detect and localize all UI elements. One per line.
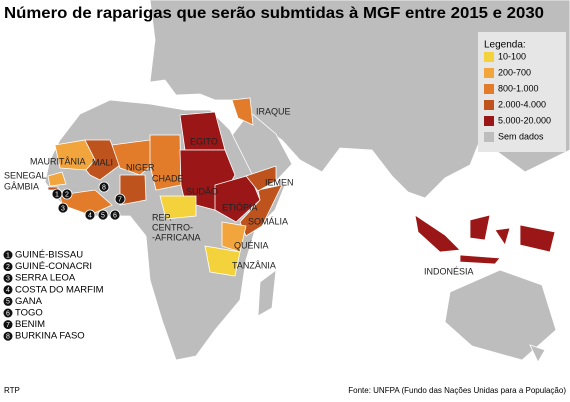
legend-label: 5.000-20.000 — [498, 115, 551, 125]
list-number: 3 — [6, 276, 10, 283]
list-name: GANA — [15, 296, 43, 307]
country-label: SENEGAL — [4, 170, 47, 180]
country-label: MAURITÂNIA — [30, 156, 86, 166]
list-number: 7 — [6, 322, 10, 329]
country-shape — [214, 174, 261, 223]
marker-number: 4 — [88, 212, 92, 219]
country-label: IEMEN — [265, 177, 294, 187]
legend-swatch — [484, 100, 494, 110]
country-shape — [84, 139, 121, 181]
list-number: 8 — [6, 334, 10, 341]
marker — [109, 209, 121, 221]
country-shape — [519, 224, 556, 253]
country-shape — [494, 227, 511, 246]
legend: 10-100 200-700 800-1.000 2.000-4.000 5.000-2… — [484, 51, 551, 142]
marker — [57, 202, 69, 214]
list-bullet — [3, 273, 13, 283]
list-bullet — [3, 296, 13, 306]
country-label: SUDÃO — [186, 186, 218, 196]
marker-number: 5 — [101, 212, 105, 219]
marker-number: 8 — [102, 184, 106, 191]
country-label: -AFRICANA — [152, 232, 201, 242]
list-number: 6 — [6, 310, 10, 317]
country-label: SOMÁLIA — [248, 216, 288, 226]
legend-swatch — [484, 132, 494, 142]
legend-label: 800-1.000 — [498, 83, 539, 93]
country-shape — [459, 254, 501, 265]
list-bullet — [3, 285, 13, 295]
list-name: BURKINA FASO — [15, 331, 85, 342]
legend-label: 200-700 — [498, 67, 531, 77]
marker-number: 7 — [118, 196, 122, 203]
country-label: EGITO — [190, 136, 218, 146]
country-shape — [159, 195, 197, 220]
country-label: GÂMBIA — [4, 181, 39, 191]
country-shape — [239, 184, 283, 237]
marker-number: 2 — [65, 191, 69, 198]
list-name: TOGO — [15, 308, 43, 319]
country-shape — [245, 165, 277, 192]
marker — [98, 181, 110, 193]
list-name: SERRA LEOA — [15, 273, 76, 284]
list-bullet — [3, 262, 13, 272]
legend-swatch — [484, 52, 494, 62]
legend-swatch — [484, 68, 494, 78]
country-label: NIGER — [126, 162, 155, 172]
list-number: 4 — [6, 287, 10, 294]
country-shape — [414, 214, 461, 253]
marker-number: 3 — [61, 205, 65, 212]
country-label: TANZÂNIA — [232, 260, 276, 270]
list-bullet — [3, 320, 13, 330]
country-label: MALI — [92, 157, 113, 167]
marker — [114, 193, 126, 205]
credit: RTP — [4, 386, 20, 395]
country-shape — [204, 245, 241, 277]
source: Fonte: UNFPA (Fundo das Nações Unidas pa… — [348, 386, 566, 395]
list-number: 1 — [6, 252, 10, 259]
country-label: QUÉNIA — [234, 240, 269, 250]
list-name: GUINÉ-CONACRI — [15, 261, 92, 272]
marker-number: 6 — [113, 212, 117, 219]
legend-swatch — [484, 84, 494, 94]
country-label: IRAQUE — [256, 106, 291, 116]
list-name: BENIM — [15, 319, 45, 330]
legend-swatch — [484, 116, 494, 126]
marker-number: 1 — [55, 191, 59, 198]
legend-title: Legenda: — [484, 40, 526, 51]
country-shape — [111, 139, 159, 176]
list-name: GUINÉ-BISSAU — [15, 250, 83, 261]
country-shape — [149, 134, 182, 191]
country-label: INDONÉSIA — [424, 266, 474, 276]
country-label: CENTRO- — [152, 222, 193, 232]
country-label: REP. — [152, 212, 172, 222]
list-number: 2 — [6, 264, 10, 271]
marker — [97, 209, 109, 221]
country-shape — [47, 171, 67, 187]
country-shape — [469, 214, 491, 241]
list-name: COSTA DO MARFIM — [15, 284, 104, 295]
list-bullet — [3, 308, 13, 318]
list-bullet — [3, 331, 13, 341]
numbered-list: 1 GUINÉ-BISSAU 2 GUINÉ-CONACRI 3 SERRA LEOA 4 C… — [3, 250, 104, 342]
legend-label: 10-100 — [498, 51, 526, 61]
list-number: 5 — [6, 299, 10, 306]
list-bullet — [3, 250, 13, 260]
country-shape — [231, 97, 254, 126]
legend-label: Sem dados — [498, 131, 544, 141]
title: Número de raparigas que serão submtidas … — [4, 5, 544, 22]
country-label: ETIÓPIA — [222, 202, 258, 212]
legend-label: 2.000-4.000 — [498, 99, 546, 109]
marker — [84, 209, 96, 221]
marker — [61, 188, 73, 200]
country-label: CHADE — [152, 173, 184, 183]
